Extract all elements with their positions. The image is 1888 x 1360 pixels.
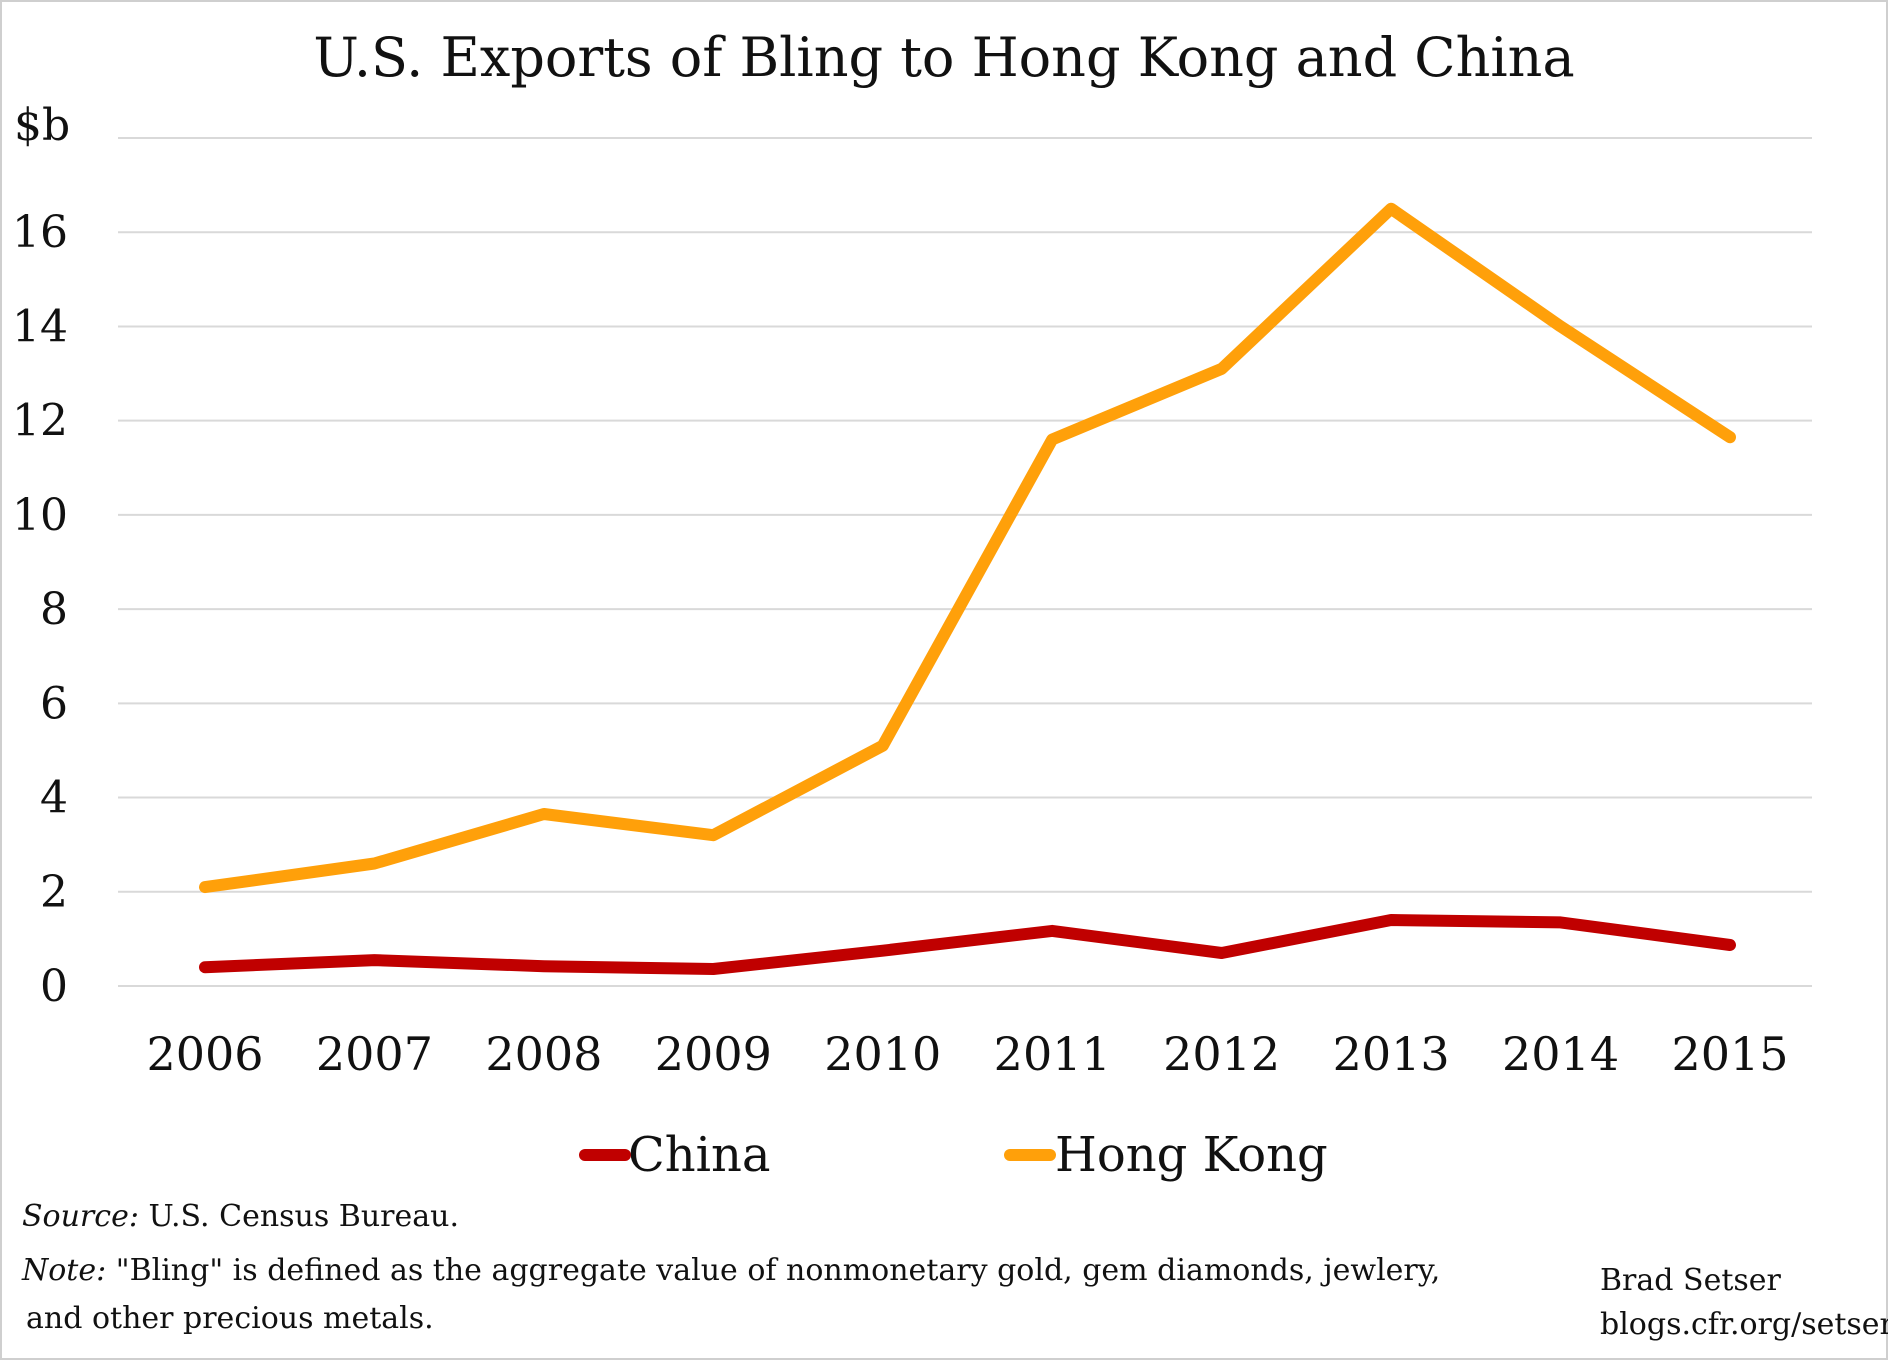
y-tick-label: 6 — [40, 678, 68, 729]
y-tick-label: 0 — [40, 961, 68, 1012]
chart-footer: Source: U.S. Census Bureau. Note: "Bling… — [21, 1199, 1888, 1342]
x-tick-label: 2014 — [1502, 1027, 1619, 1081]
chart-title: U.S. Exports of Bling to Hong Kong and C… — [313, 26, 1574, 89]
note-label: Note: — [21, 1253, 106, 1288]
y-axis-ticks: 0 2 4 6 8 10 12 14 16 — [12, 207, 68, 1012]
note-line-2: and other precious metals. — [26, 1301, 434, 1336]
x-tick-label: 2007 — [316, 1027, 433, 1081]
series-line-china — [199, 914, 1736, 975]
credit-site: blogs.cfr.org/setser — [1600, 1307, 1888, 1342]
x-tick-label: 2013 — [1333, 1027, 1450, 1081]
x-axis-ticks: 2006 2007 2008 2009 2010 2011 2012 2013 2014 2015 — [146, 1027, 1788, 1081]
series-line-hong-kong — [199, 202, 1736, 894]
y-tick-label: 16 — [12, 207, 68, 258]
x-tick-label: 2009 — [655, 1027, 772, 1081]
y-axis-unit-label: $b — [14, 100, 70, 151]
source-line: Source: U.S. Census Bureau. — [22, 1199, 459, 1234]
note-line-1: Note: "Bling" is defined as the aggregat… — [21, 1253, 1440, 1288]
x-tick-label: 2010 — [824, 1027, 941, 1081]
x-tick-label: 2006 — [146, 1027, 263, 1081]
y-tick-label: 4 — [40, 773, 68, 824]
x-tick-label: 2008 — [485, 1027, 602, 1081]
credit-author: Brad Setser — [1600, 1263, 1782, 1298]
source-text: U.S. Census Bureau. — [139, 1199, 459, 1234]
x-tick-label: 2011 — [994, 1027, 1111, 1081]
legend: China Hong Kong — [579, 1127, 1328, 1183]
y-tick-label: 10 — [12, 490, 68, 541]
y-tick-label: 14 — [12, 301, 68, 352]
y-tick-label: 2 — [40, 867, 68, 918]
x-tick-label: 2012 — [1163, 1027, 1280, 1081]
legend-label-hong-kong: Hong Kong — [1055, 1127, 1328, 1183]
data-series — [199, 202, 1736, 975]
x-tick-label: 2015 — [1671, 1027, 1788, 1081]
legend-label-china: China — [628, 1127, 771, 1183]
source-label: Source: — [22, 1199, 139, 1234]
y-tick-label: 8 — [40, 584, 68, 635]
y-tick-label: 12 — [12, 396, 68, 447]
note-text-line1: "Bling" is defined as the aggregate valu… — [106, 1253, 1440, 1288]
